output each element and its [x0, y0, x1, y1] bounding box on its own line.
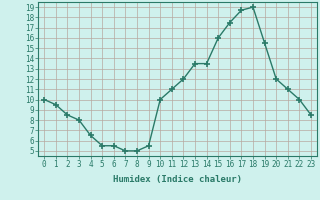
X-axis label: Humidex (Indice chaleur): Humidex (Indice chaleur)	[113, 175, 242, 184]
